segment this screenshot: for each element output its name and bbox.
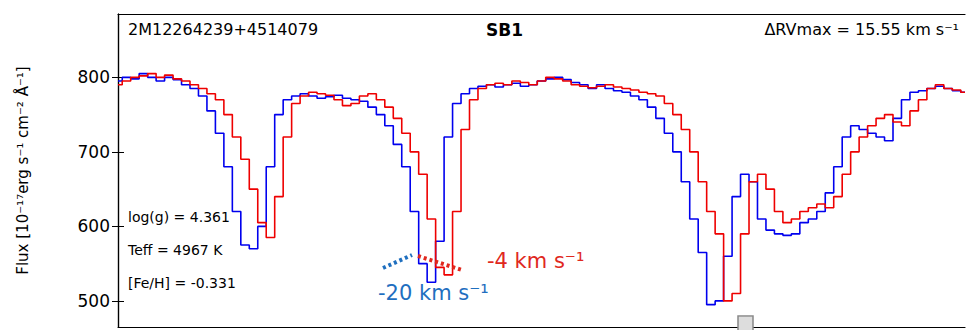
svg-text:ΔRVmax = 15.55 km s⁻¹: ΔRVmax = 15.55 km s⁻¹ — [764, 20, 959, 39]
svg-text:Flux [10⁻¹⁷erg s⁻¹ cm⁻² Å⁻¹]: Flux [10⁻¹⁷erg s⁻¹ cm⁻² Å⁻¹] — [13, 66, 32, 274]
svg-text:800: 800 — [78, 67, 110, 87]
svg-text:600: 600 — [78, 216, 110, 236]
svg-text:-20 km s⁻¹: -20 km s⁻¹ — [378, 281, 489, 305]
svg-text:Teff = 4967 K: Teff = 4967 K — [127, 242, 223, 258]
svg-text:700: 700 — [78, 142, 110, 162]
svg-text:log(g) = 4.361: log(g) = 4.361 — [128, 209, 230, 225]
svg-text:-4 km s⁻¹: -4 km s⁻¹ — [487, 249, 584, 273]
svg-text:2M12264239+4514079: 2M12264239+4514079 — [128, 20, 318, 39]
svg-text:[Fe/H] = -0.331: [Fe/H] = -0.331 — [128, 275, 236, 291]
svg-text:SB1: SB1 — [486, 20, 523, 40]
svg-text:500: 500 — [78, 291, 110, 311]
